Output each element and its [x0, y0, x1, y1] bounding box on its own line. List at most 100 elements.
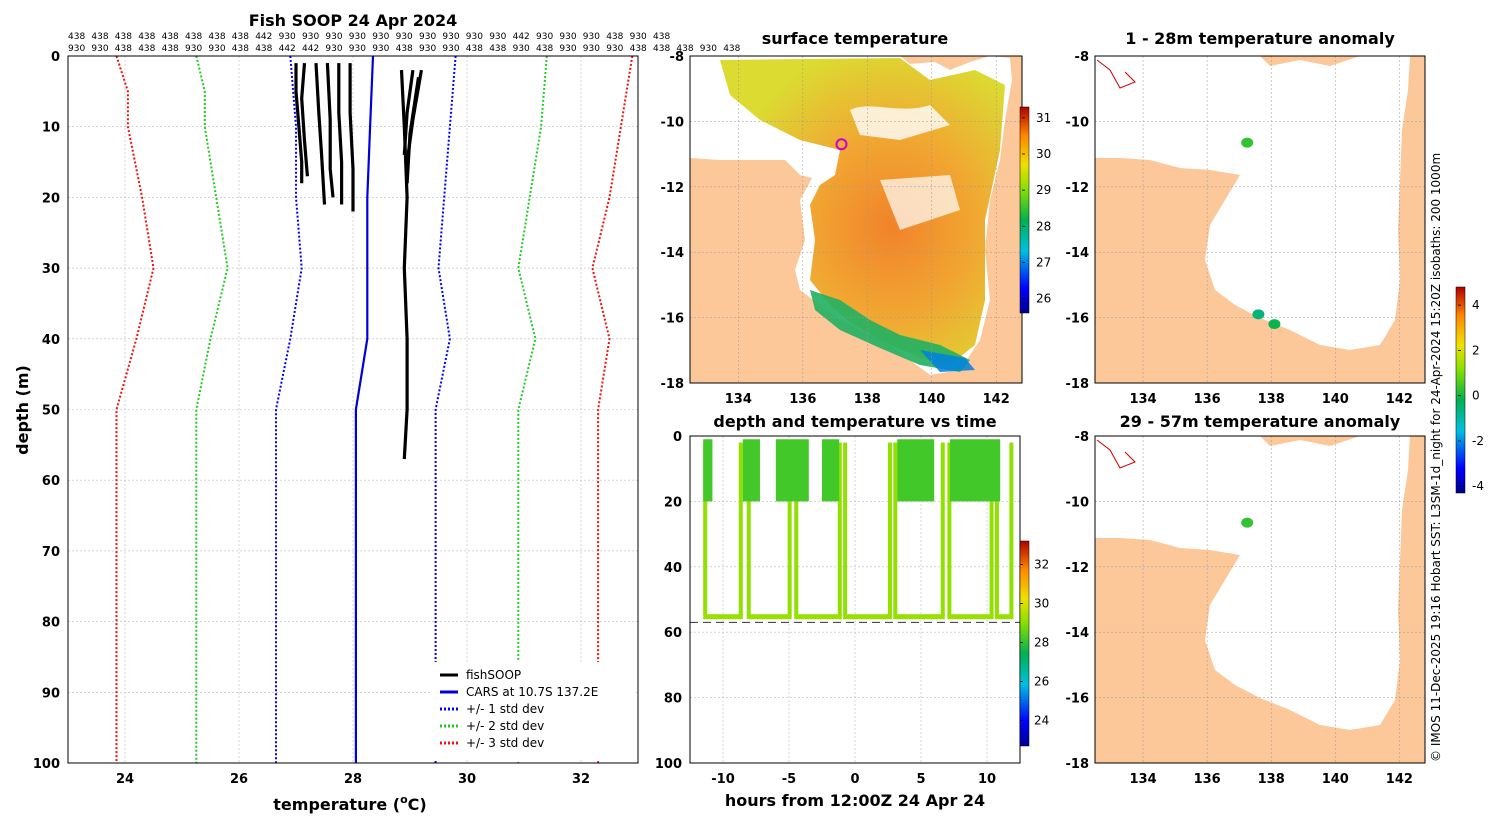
- cast-id-label: 438: [208, 32, 225, 42]
- std-dev-line-left: [115, 55, 155, 763]
- cast-id-label: 438: [185, 32, 202, 42]
- figure-credit: © IMOS 11-Dec-2025 19:16 Hobart SST: L3S…: [1429, 153, 1443, 762]
- anomaly-bottom-points: [1241, 517, 1254, 528]
- anomaly-top-points: [1241, 137, 1281, 330]
- deep-cast-bottom-segment: [703, 614, 743, 620]
- deep-cast-descent: [843, 442, 848, 616]
- deep-cast-ascent: [787, 442, 792, 616]
- anomaly-colorbar-tick-label: 4: [1472, 298, 1480, 312]
- cast-id-label: 438: [232, 44, 249, 54]
- profile-x-tick: 28: [344, 772, 362, 787]
- depth-time-x-tick: -5: [782, 772, 796, 787]
- profile-y-tick: 80: [42, 616, 60, 631]
- profile-series: [115, 55, 634, 763]
- cast-id-label: 438: [536, 44, 553, 54]
- depth-time-x-tick: 0: [850, 772, 859, 787]
- profile-y-tick: 50: [42, 404, 60, 419]
- depth-time-y-tick: 100: [655, 757, 682, 772]
- cast-id-label: 930: [559, 32, 576, 42]
- sst-map-lon-tick: 142: [983, 392, 1010, 407]
- profile-y-tick: 100: [33, 757, 60, 772]
- profile-x-label-unit: C): [408, 795, 427, 814]
- cast-id-label: 930: [302, 32, 319, 42]
- deep-cast-ascent: [989, 442, 994, 616]
- anomaly-top-lat-tick: -18: [1066, 377, 1090, 392]
- fishsoop-profile-line: [294, 63, 304, 184]
- depth-time-title: depth and temperature vs time: [713, 412, 996, 431]
- cast-id-label: 930: [325, 32, 342, 42]
- cast-id-label: 438: [68, 32, 85, 42]
- cast-id-label: 930: [68, 44, 85, 54]
- cast-id-label: 438: [255, 44, 272, 54]
- anomaly-bottom-lon-tick: 140: [1322, 772, 1349, 787]
- anomaly-point: [1252, 309, 1265, 320]
- sst-colorbar-tick-label: 27: [1036, 255, 1051, 269]
- shallow-cast-block: [775, 439, 809, 502]
- sst-map-temperature-field: [720, 58, 1005, 365]
- cast-id-label: 930: [91, 44, 108, 54]
- fishsoop-profile-line: [325, 63, 335, 198]
- anomaly-bottom-lon-tick: 138: [1258, 772, 1285, 787]
- anomaly-bottom-ocean: [1095, 436, 1410, 730]
- cast-id-label: 930: [349, 32, 366, 42]
- profile-x-label-main: temperature (: [273, 795, 400, 814]
- profile-axes-frame: [67, 55, 639, 764]
- anomaly-bottom-lat-tick: -16: [1066, 692, 1090, 707]
- depth-time-y-tick: 20: [664, 495, 682, 510]
- cast-id-label: 438: [676, 44, 693, 54]
- anomaly-bottom-lon-tick: 142: [1386, 772, 1413, 787]
- sst-map-lat-tick: -12: [661, 181, 685, 196]
- cast-id-label: 930: [489, 32, 506, 42]
- legend-label-std1: +/- 1 std dev: [466, 702, 544, 716]
- cast-id-label: 438: [606, 32, 623, 42]
- cast-id-label: 930: [372, 32, 389, 42]
- cast-id-label: 438: [466, 44, 483, 54]
- std-dev-line-right: [591, 55, 634, 763]
- anomaly-top-lat-tick: -16: [1066, 312, 1090, 327]
- cast-id-label: 930: [513, 44, 530, 54]
- profile-chart: Fish SOOP 24 Apr 2024 438 438 438 438 438 438…: [13, 11, 741, 814]
- deep-cast-bottom-segment: [893, 614, 945, 620]
- deep-cast-descent: [893, 442, 898, 616]
- deep-cast-descent: [794, 442, 799, 616]
- sst-map-lon-tick: 134: [725, 392, 752, 407]
- cast-id-label: 930: [185, 44, 202, 54]
- sst-map-lon-tick: 136: [789, 392, 816, 407]
- sst-colorbar-tick-label: 29: [1036, 183, 1051, 197]
- fishsoop-profile-line: [337, 63, 344, 205]
- profile-y-tick: 90: [42, 686, 60, 701]
- profile-x-tick: 32: [572, 772, 590, 787]
- cast-id-label: 930: [700, 44, 717, 54]
- shallow-cast-block: [950, 439, 1001, 502]
- deep-cast-ascent: [738, 442, 743, 616]
- deep-cast-descent: [746, 442, 751, 616]
- depth-time-points: [703, 439, 1014, 620]
- anomaly-bottom-lon-tick: 136: [1194, 772, 1221, 787]
- deep-cast-bottom-segment: [746, 614, 792, 620]
- anomaly-bottom-title: 29 - 57m temperature anomaly: [1120, 412, 1401, 431]
- cast-id-label: 438: [653, 44, 670, 54]
- anomaly-map-bottom: 29 - 57m temperature anomaly 134 136 138 14…: [1066, 412, 1426, 787]
- profile-x-label-degree: o: [400, 793, 408, 806]
- profile-y-tick: 30: [42, 262, 60, 277]
- sst-map-lat-tick: -10: [661, 115, 685, 130]
- deep-cast-ascent: [1009, 442, 1014, 616]
- depth-time-x-tick: 10: [978, 772, 996, 787]
- cast-id-label: 930: [419, 44, 436, 54]
- cast-id-label: 438: [115, 32, 132, 42]
- anomaly-colorbar-tick-label: -2: [1472, 434, 1484, 448]
- std-dev-line-right: [434, 55, 457, 763]
- cast-id-label: 930: [208, 44, 225, 54]
- anomaly-point: [1241, 137, 1254, 148]
- profile-x-tick: 30: [458, 772, 476, 787]
- anomaly-top-title: 1 - 28m temperature anomaly: [1125, 29, 1395, 48]
- anomaly-point: [1241, 517, 1254, 528]
- sst-map-lat-tick: -8: [670, 50, 684, 65]
- anomaly-top-frame: [1094, 55, 1426, 384]
- sst-map-title: surface temperature: [762, 29, 949, 48]
- fishsoop-profile-line: [402, 69, 415, 156]
- sst-colorbar-tick-label: 26: [1036, 292, 1051, 306]
- anomaly-top-lon-tick: 142: [1386, 392, 1413, 407]
